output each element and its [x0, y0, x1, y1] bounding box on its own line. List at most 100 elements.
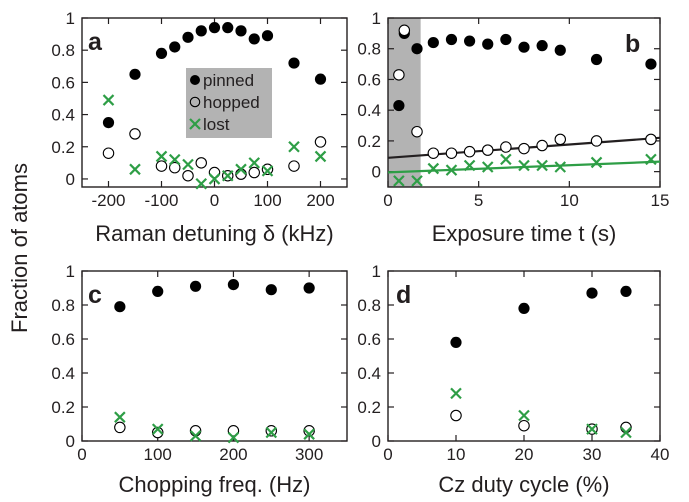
point-pinned [482, 38, 494, 50]
y-tick-label: 0.4 [357, 101, 381, 120]
point-lost [102, 94, 115, 106]
point-lost [645, 153, 657, 166]
point-lost [288, 140, 300, 153]
panel-d: 0 10 20 30 40 0 0.2 0.4 0.6 0.8 1 Cz duty cycle (%)… [357, 262, 669, 497]
point-pinned [518, 41, 530, 53]
panel-letter: a [88, 28, 103, 56]
point-hopped [450, 409, 462, 422]
panel-letter: b [625, 30, 640, 58]
point-pinned [445, 33, 458, 46]
point-pinned [208, 22, 221, 34]
x-tick-label: 5 [474, 191, 483, 210]
point-hopped [554, 133, 567, 146]
point-lost [208, 173, 221, 185]
x-tick-label: 200 [306, 191, 334, 210]
point-hopped [261, 163, 274, 176]
point-pinned [182, 31, 194, 43]
point-pinned [288, 57, 300, 69]
x-axis-label: Raman detuning δ (kHz) [95, 221, 333, 246]
x-tick-label: 200 [219, 445, 247, 464]
point-pinned [303, 282, 315, 294]
panel-b: 0 5 10 15 0 0.2 0.4 0.6 0.8 1 Exposure time t (s) b [357, 9, 669, 246]
point-pinned [450, 336, 462, 348]
panel-letter: d [396, 281, 411, 309]
x-tick-label: 20 [515, 445, 534, 464]
x-tick-label: 40 [651, 445, 670, 464]
panel-a: -200 -100 0 100 200 0 0.2 0.4 0.6 0.8 1 Raman detun… [51, 9, 348, 246]
x-tick-label: -100 [144, 191, 178, 210]
x-tick-label: -200 [91, 191, 125, 210]
point-pinned [222, 22, 234, 34]
point-pinned [464, 35, 476, 47]
shared-y-axis-label: Fraction of atoms [7, 163, 32, 333]
point-hopped [427, 147, 440, 159]
x-tick-label: 300 [295, 445, 323, 464]
x-tick-label: 0 [77, 445, 86, 464]
point-hopped [248, 166, 261, 179]
x-tick-label: 0 [210, 191, 219, 210]
x-axis-label: Chopping freq. (Hz) [119, 472, 311, 497]
y-tick-label: 1 [372, 262, 381, 281]
point-pinned [411, 43, 423, 55]
legend-label: lost [203, 115, 230, 134]
point-hopped [151, 426, 164, 439]
y-tick-label: 0 [66, 170, 75, 189]
point-lost [248, 157, 261, 169]
point-hopped [645, 133, 657, 146]
y-tick-label: 0 [372, 432, 381, 451]
y-tick-label: 1 [66, 262, 75, 281]
point-pinned [536, 40, 548, 52]
point-pinned [129, 68, 141, 80]
x-tick-label: 100 [253, 191, 281, 210]
point-pinned [155, 47, 168, 60]
point-lost [195, 178, 208, 190]
point-lost [261, 165, 274, 177]
y-tick-label: 0.6 [51, 73, 75, 92]
point-hopped [590, 135, 603, 147]
point-pinned [265, 284, 277, 296]
point-lost [129, 163, 141, 176]
point-lost [182, 158, 194, 171]
point-lost [265, 426, 278, 439]
axes-frame [387, 17, 661, 188]
point-hopped [102, 147, 115, 159]
point-hopped [169, 161, 181, 174]
y-tick-label: 0.8 [51, 296, 75, 315]
point-hopped [500, 141, 512, 153]
point-pinned [590, 53, 603, 66]
y-tick-label: 1 [66, 9, 75, 28]
y-tick-label: 0.8 [357, 40, 381, 59]
point-hopped [481, 144, 494, 156]
point-hopped [518, 419, 530, 432]
point-hopped [182, 169, 194, 182]
axes-frame [81, 270, 348, 442]
legend-marker-hopped [189, 96, 201, 108]
point-lost [303, 428, 315, 440]
point-pinned [393, 99, 405, 112]
y-tick-label: 0.4 [357, 364, 381, 383]
y-tick-label: 0.8 [357, 296, 381, 315]
point-pinned [261, 30, 274, 42]
y-tick-label: 0.4 [51, 364, 75, 383]
point-lost [221, 169, 234, 182]
point-pinned [235, 25, 247, 37]
point-lost [586, 423, 598, 435]
point-lost [620, 426, 632, 439]
y-tick-label: 0.8 [51, 41, 75, 60]
y-tick-label: 0.6 [357, 70, 381, 89]
point-pinned [102, 117, 115, 129]
point-pinned [152, 285, 164, 297]
y-tick-label: 0.4 [51, 106, 75, 125]
point-lost [427, 162, 440, 175]
x-tick-label: 10 [560, 191, 579, 210]
x-tick-label: 0 [383, 191, 392, 210]
x-axis-label: Exposure time t (s) [432, 221, 617, 246]
point-lost [411, 175, 423, 187]
point-hopped [114, 421, 126, 434]
point-hopped [398, 24, 411, 37]
point-pinned [227, 279, 240, 291]
point-hopped [463, 145, 476, 158]
point-lost [463, 159, 476, 172]
point-hopped [227, 425, 240, 437]
